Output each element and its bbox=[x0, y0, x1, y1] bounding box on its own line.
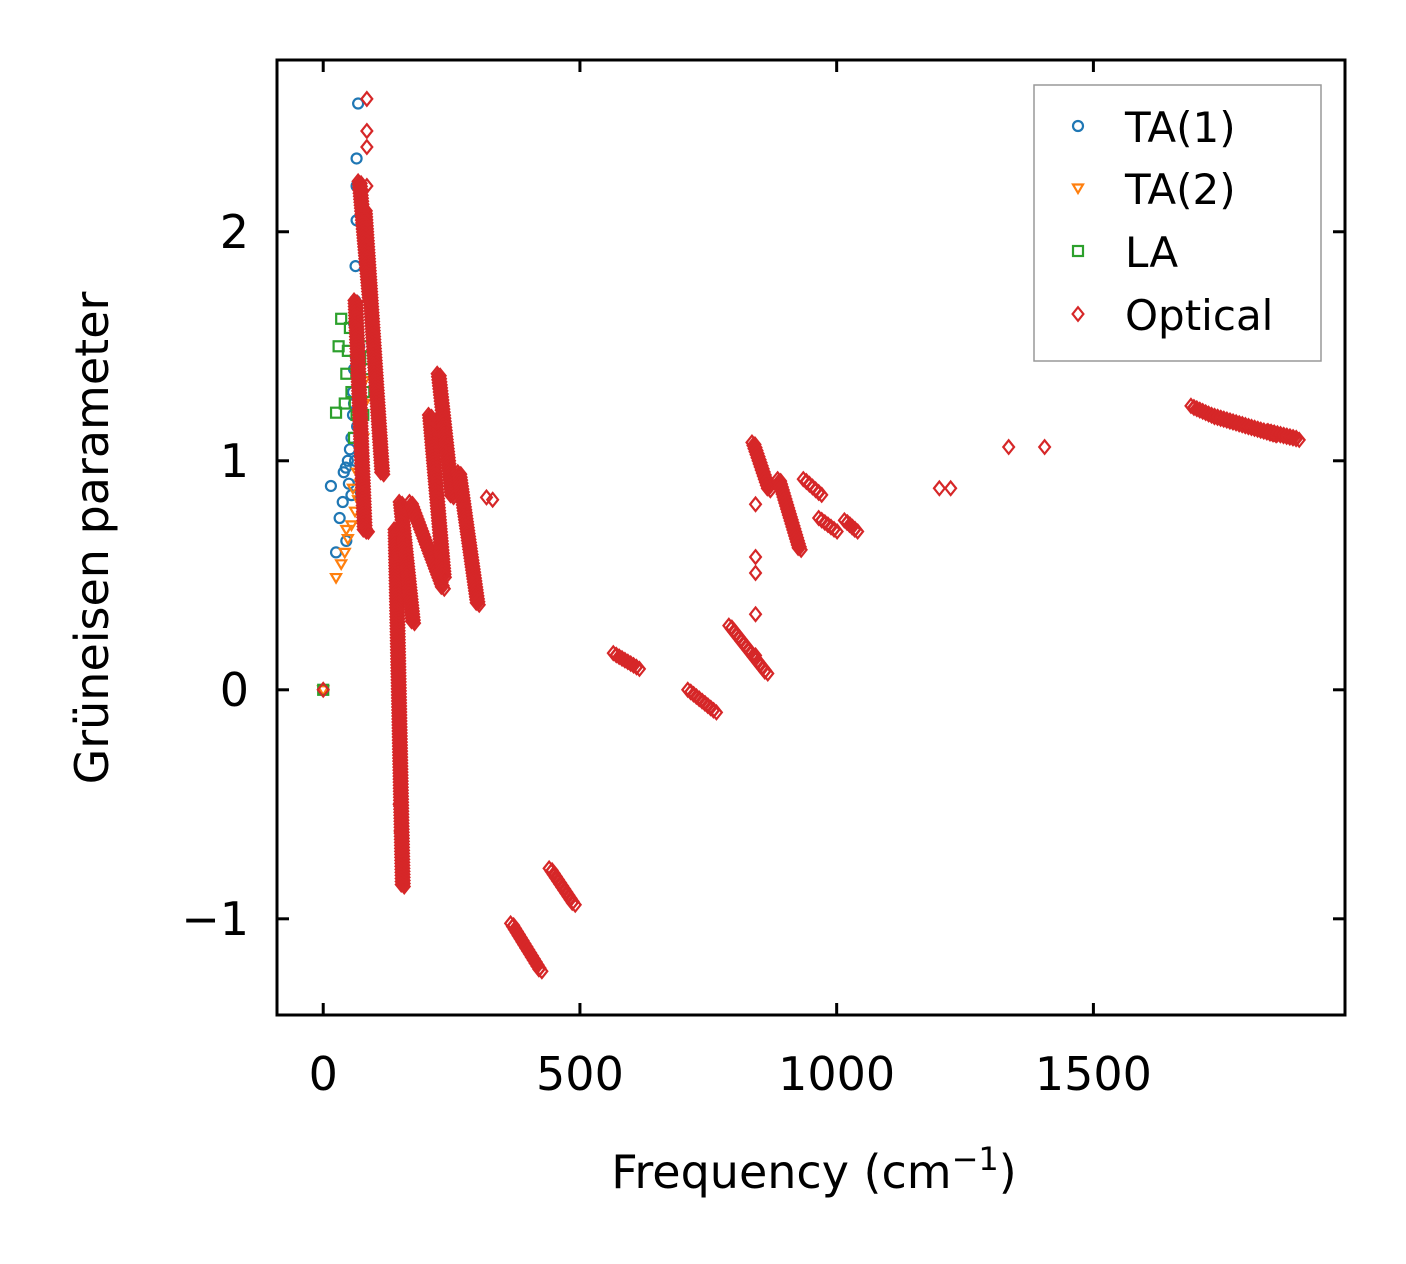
data-point-diamond bbox=[376, 465, 391, 483]
data-point-triangle bbox=[340, 534, 355, 546]
data-point-diamond bbox=[568, 896, 583, 914]
data-point-diamond bbox=[932, 479, 947, 497]
data-point-diamond bbox=[830, 522, 844, 540]
data-point-diamond bbox=[359, 522, 374, 540]
data-point-diamond bbox=[748, 495, 763, 513]
data-point-diamond bbox=[376, 462, 391, 480]
data-point-diamond bbox=[472, 596, 487, 614]
data-point-diamond bbox=[364, 293, 379, 311]
data-point-square bbox=[1071, 244, 1085, 258]
plot-frame bbox=[275, 58, 1347, 1017]
data-point-circle bbox=[343, 443, 357, 456]
x-tick-label: 1000 bbox=[778, 1047, 895, 1101]
data-point-diamond bbox=[360, 90, 374, 108]
data-point-diamond bbox=[407, 611, 422, 629]
legend-label: Optical bbox=[1125, 291, 1273, 340]
data-point-circle bbox=[1071, 119, 1085, 133]
data-point-diamond bbox=[1001, 438, 1016, 456]
data-point-diamond bbox=[535, 962, 549, 980]
data-point-diamond bbox=[361, 523, 376, 541]
data-point-triangle bbox=[337, 547, 352, 560]
data-point-diamond bbox=[438, 565, 452, 583]
data-point-circle bbox=[341, 454, 354, 467]
data-point-circle bbox=[336, 495, 349, 509]
x-tick-label: 0 bbox=[309, 1047, 338, 1101]
data-point-diamond bbox=[748, 564, 763, 582]
data-point-diamond bbox=[814, 486, 829, 504]
y-tick-label: 2 bbox=[220, 205, 249, 259]
data-point-triangle bbox=[329, 572, 343, 585]
data-point-diamond bbox=[748, 548, 763, 566]
data-point-diamond bbox=[748, 605, 763, 623]
y-tick-label: 0 bbox=[220, 663, 249, 717]
data-point-diamond bbox=[1071, 305, 1085, 323]
y-axis-label: Grüneisen parameter bbox=[65, 291, 119, 784]
data-point-diamond bbox=[794, 541, 808, 559]
y-tick-label: −1 bbox=[181, 892, 249, 946]
data-point-diamond bbox=[485, 491, 500, 509]
axis-ticks: 0 500 1000 1500 −1 0 1 2 bbox=[181, 60, 1345, 1101]
data-point-triangle bbox=[339, 524, 354, 537]
x-tick-label: 1500 bbox=[1035, 1047, 1152, 1101]
data-point-triangle bbox=[1071, 183, 1085, 196]
data-point-diamond bbox=[392, 749, 407, 768]
data-point-diamond bbox=[471, 593, 486, 611]
data-point-diamond bbox=[407, 614, 422, 632]
data-point-diamond bbox=[392, 795, 407, 813]
data-point-square bbox=[335, 312, 348, 325]
legend: TA(1) TA(2) LA Optical bbox=[1033, 84, 1322, 362]
data-point-diamond bbox=[709, 703, 724, 721]
data-point-circle bbox=[324, 479, 338, 493]
data-point-triangle bbox=[334, 559, 349, 572]
data-point-circle bbox=[352, 97, 365, 110]
data-point-diamond bbox=[632, 660, 647, 678]
legend-label: TA(1) bbox=[1124, 103, 1236, 152]
data-point-diamond bbox=[392, 727, 407, 745]
data-point-diamond bbox=[479, 488, 494, 506]
data-point-circle bbox=[350, 152, 363, 165]
data-marks bbox=[316, 90, 1307, 980]
y-tick-label: 1 bbox=[220, 434, 249, 488]
data-point-diamond bbox=[364, 290, 378, 309]
data-point-diamond bbox=[1292, 431, 1307, 449]
data-point-diamond bbox=[360, 177, 374, 195]
legend-label: TA(2) bbox=[1124, 165, 1236, 214]
legend-label: LA bbox=[1125, 228, 1178, 277]
data-point-diamond bbox=[943, 479, 958, 497]
x-tick-label: 500 bbox=[536, 1047, 624, 1101]
data-point-diamond bbox=[397, 877, 412, 895]
data-point-diamond bbox=[397, 874, 412, 892]
data-point-diamond bbox=[360, 122, 374, 140]
data-point-diamond bbox=[437, 580, 452, 598]
data-point-diamond bbox=[748, 646, 763, 664]
data-point-diamond bbox=[438, 568, 453, 586]
data-point-diamond bbox=[760, 664, 775, 682]
data-point-square bbox=[338, 397, 351, 410]
data-point-diamond bbox=[316, 681, 331, 699]
data-point-diamond bbox=[850, 522, 865, 540]
data-point-diamond bbox=[393, 823, 408, 841]
data-point-triangle bbox=[346, 483, 360, 496]
data-point-square bbox=[329, 406, 343, 419]
data-point-diamond bbox=[360, 138, 374, 156]
series-optical bbox=[316, 90, 1307, 980]
data-point-triangle bbox=[316, 685, 331, 697]
x-axis-label: Frequency (cm−1) bbox=[611, 1140, 1016, 1199]
data-point-circle bbox=[333, 511, 346, 525]
data-point-diamond bbox=[1037, 438, 1052, 456]
